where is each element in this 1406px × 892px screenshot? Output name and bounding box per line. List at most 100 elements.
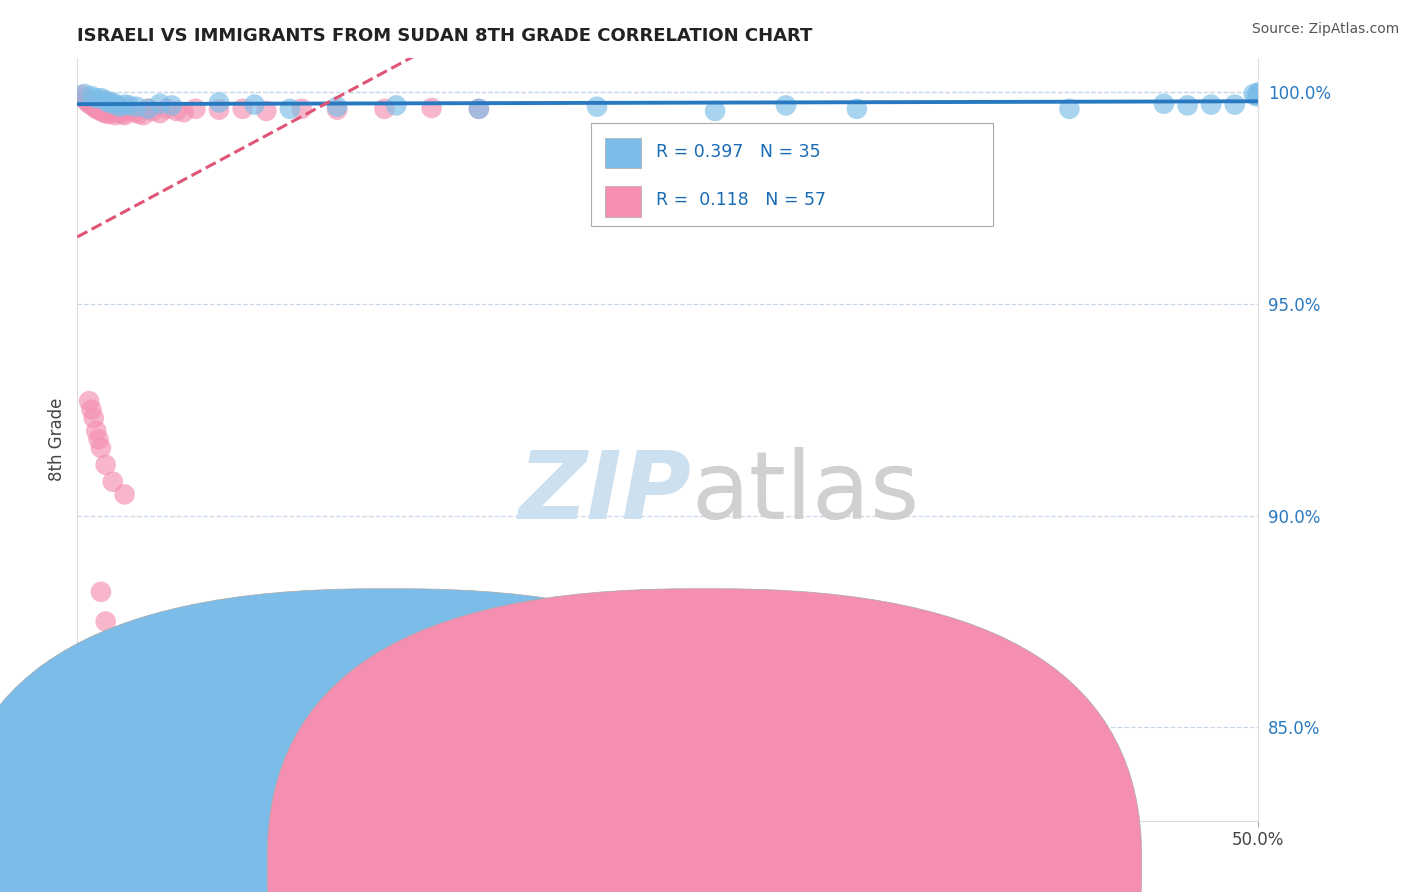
Point [232,102,254,116]
Point [184,102,207,116]
Point [90,584,112,599]
Text: atlas: atlas [692,447,920,539]
Point [1243,87,1265,101]
Point [108,105,131,120]
Point [326,103,349,117]
Point [1244,89,1267,103]
Point [1223,97,1246,112]
Point [83,411,105,425]
Point [156,102,179,116]
Point [118,103,141,117]
Point [136,102,159,116]
Text: Source: ZipAtlas.com: Source: ZipAtlas.com [1251,22,1399,37]
Y-axis label: 8th Grade: 8th Grade [48,398,66,481]
Point [84,91,107,105]
FancyBboxPatch shape [605,138,641,169]
Point [101,103,124,118]
Point [87,432,110,446]
Point [111,107,134,121]
Text: R = 0.397   N = 35: R = 0.397 N = 35 [657,143,821,161]
Point [385,98,408,112]
Point [118,98,141,112]
Point [84,720,107,734]
Point [278,102,301,116]
Text: Immigrants from Sudan: Immigrants from Sudan [668,851,865,869]
Point [94,615,117,629]
Point [114,97,136,112]
Point [114,108,136,122]
Point [84,101,107,115]
Point [80,89,103,103]
Point [1247,86,1270,100]
Point [326,100,349,114]
Point [149,96,172,111]
Point [160,98,183,112]
Text: R =  0.118   N = 57: R = 0.118 N = 57 [657,191,827,209]
Point [1153,96,1175,111]
Point [76,94,98,108]
Point [77,712,100,726]
Point [114,487,136,501]
Point [128,107,150,121]
Point [101,475,124,489]
Point [90,441,112,455]
Point [94,93,117,107]
Point [468,102,491,116]
Point [84,102,107,116]
Point [77,96,100,111]
Point [94,106,117,120]
Point [90,102,112,116]
Point [125,100,148,114]
Text: ISRAELI VS IMMIGRANTS FROM SUDAN 8TH GRADE CORRELATION CHART: ISRAELI VS IMMIGRANTS FROM SUDAN 8TH GRA… [77,28,813,45]
Point [80,402,103,417]
Point [90,91,112,105]
Point [83,98,105,112]
Point [420,101,443,115]
Point [108,100,131,114]
Point [97,95,120,110]
Point [208,103,231,117]
Point [77,394,100,409]
Point [101,95,124,110]
Point [80,97,103,112]
Point [107,103,129,117]
Point [142,103,165,118]
Point [73,87,96,101]
Point [73,91,96,105]
Point [149,106,172,120]
Point [254,103,277,118]
Point [291,102,314,116]
Point [373,102,395,116]
Point [122,105,145,120]
Point [104,108,127,122]
Point [104,97,127,112]
Point [91,105,114,120]
FancyBboxPatch shape [605,186,641,217]
FancyBboxPatch shape [591,123,993,226]
Point [586,100,609,114]
Point [1059,102,1081,116]
Point [208,95,231,110]
Point [90,103,112,118]
Point [468,102,491,116]
Point [84,424,107,438]
Text: ZIP: ZIP [519,447,692,539]
Point [173,105,195,120]
Point [70,88,93,103]
Point [77,95,100,110]
Point [775,98,797,112]
Point [1247,86,1270,100]
Point [83,100,105,114]
Point [94,458,117,472]
Point [132,108,155,122]
Point [704,103,727,118]
Point [243,97,266,112]
Point [1199,97,1222,112]
Point [136,102,159,116]
Point [97,107,120,121]
Text: Israelis: Israelis [413,851,472,869]
Point [845,102,868,116]
Point [87,103,110,117]
Point [166,103,188,118]
Point [76,93,98,107]
